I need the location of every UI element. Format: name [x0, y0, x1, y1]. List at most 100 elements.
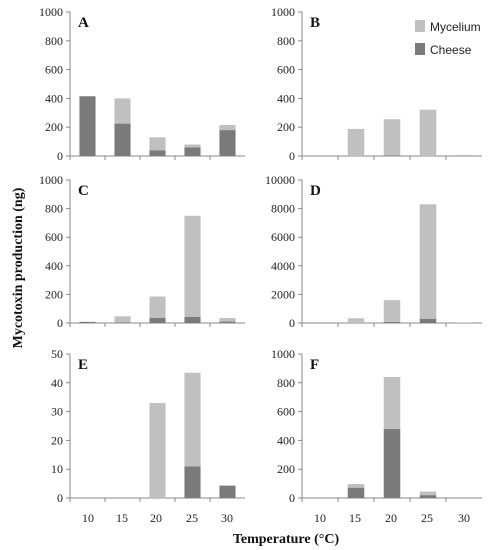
y-tick-label: 40 [51, 376, 63, 390]
y-tick-label: 800 [277, 376, 295, 390]
bar-mycelium-25 [419, 491, 437, 496]
bar-mycelium-30 [219, 125, 236, 131]
y-tick-label: 1000 [271, 5, 295, 19]
y-tick-label: 800 [277, 34, 295, 48]
y-tick-label: 0 [57, 316, 63, 330]
x-axis-title: Temperature (°C) [233, 532, 340, 547]
bar-cheese-10 [79, 321, 96, 323]
y-tick-label: 0 [57, 491, 63, 505]
bar-mycelium-25 [184, 215, 201, 317]
y-tick-label: 200 [45, 120, 63, 134]
bar-mycelium-20 [383, 300, 401, 322]
y-tick-label: 50 [51, 347, 63, 361]
panel-letter-d: D [310, 183, 321, 199]
x-tick-label-20: 20 [150, 511, 162, 525]
y-tick-label: 4000 [271, 259, 295, 273]
x-tick-label-15: 15 [349, 511, 361, 525]
y-tick-label: 10000 [265, 173, 295, 187]
bar-cheese-20 [383, 321, 401, 323]
panel-letter-a: A [78, 15, 89, 31]
y-tick-label: 1000 [39, 5, 63, 19]
bar-mycelium-25 [419, 204, 437, 319]
x-tick-label-10: 10 [314, 511, 326, 525]
bar-cheese-20 [149, 150, 166, 156]
y-tick-label: 400 [277, 91, 295, 105]
bar-mycelium-15 [114, 316, 131, 323]
y-tick-label: 0 [289, 149, 295, 163]
bar-cheese-30 [219, 485, 236, 498]
bar-cheese-30 [219, 321, 236, 323]
y-tick-label: 0 [289, 491, 295, 505]
x-tick-label-10: 10 [82, 511, 94, 525]
y-tick-label: 800 [45, 34, 63, 48]
bar-mycelium-15 [114, 98, 131, 124]
y-tick-label: 1000 [271, 347, 295, 361]
x-tick-label-15: 15 [116, 511, 128, 525]
bar-cheese-25 [419, 495, 437, 498]
panel-c: 0 200 400 600 800 1000 C [39, 173, 245, 330]
bar-mycelium-15 [347, 318, 365, 323]
bar-mycelium-20 [149, 296, 166, 318]
y-tick-label: 200 [277, 462, 295, 476]
bar-cheese-25 [419, 318, 437, 323]
y-tick-label: 0 [57, 149, 63, 163]
bar-cheese-30 [219, 130, 236, 156]
panel-a: 0 200 400 600 800 1000 A [39, 5, 245, 163]
y-tick-label: 1000 [39, 173, 63, 187]
bar-mycelium-25 [184, 144, 201, 148]
bar-cheese-20 [149, 317, 166, 323]
panel-b: 0 200 400 600 800 1000 B [271, 5, 482, 163]
bar-cheese-25 [184, 147, 201, 156]
bar-mycelium-20 [149, 137, 166, 151]
panel-d: 0 2000 4000 6000 8000 10000 D [265, 173, 482, 330]
bar-cheese-25 [184, 466, 201, 498]
y-tick-label: 600 [277, 63, 295, 77]
panel-letter-b: B [310, 15, 320, 31]
x-tick-label-30: 30 [221, 511, 233, 525]
bar-cheese-20 [383, 155, 401, 156]
bar-cheese-15 [114, 123, 131, 156]
panel-letter-c: C [78, 183, 89, 199]
x-tick-label-25: 25 [186, 511, 198, 525]
panel-letter-f: F [310, 357, 319, 373]
panel-letter-e: E [78, 357, 88, 373]
panel-e: 0 10 20 30 40 50 E [51, 347, 245, 505]
legend-swatch-mycelium [415, 20, 425, 32]
y-tick-label: 2000 [271, 287, 295, 301]
y-tick-label: 20 [51, 433, 63, 447]
bar-cheese-15 [347, 487, 365, 498]
bar-mycelium-30 [455, 322, 473, 323]
bar-mycelium-25 [419, 109, 437, 156]
bar-cheese-25 [184, 316, 201, 323]
y-tick-label: 800 [45, 202, 63, 216]
legend: Mycelium Cheese [415, 20, 481, 57]
bar-mycelium-25 [184, 372, 201, 467]
bar-mycelium-20 [149, 402, 166, 498]
y-tick-label: 400 [45, 259, 63, 273]
x-tick-label-25: 25 [421, 511, 433, 525]
y-tick-label: 600 [277, 405, 295, 419]
bar-mycelium-15 [347, 128, 365, 156]
y-tick-label: 6000 [271, 230, 295, 244]
x-tick-label-20: 20 [385, 511, 397, 525]
y-tick-label: 8000 [271, 202, 295, 216]
bar-cheese-20 [383, 428, 401, 498]
legend-swatch-cheese [415, 43, 425, 55]
y-tick-label: 0 [289, 316, 295, 330]
bar-cheese-10 [79, 96, 96, 156]
bar-cheese-15 [114, 322, 131, 323]
y-tick-label: 200 [277, 120, 295, 134]
legend-label-mycelium: Mycelium [430, 20, 481, 34]
y-tick-label: 600 [45, 230, 63, 244]
panel-f: 0 200 400 600 800 1000 F [271, 347, 482, 505]
panels: 02004006008001000A02004006008001000B0200… [39, 5, 482, 505]
bar-mycelium-30 [455, 154, 473, 156]
x-tick-label-30: 30 [458, 511, 470, 525]
bar-mycelium-20 [383, 377, 401, 429]
y-tick-label: 10 [51, 462, 63, 476]
bar-mycelium-15 [347, 484, 365, 488]
legend-label-cheese: Cheese [430, 43, 472, 57]
x-tick-labels: 10 15 20 25 30 10 15 20 25 30 [82, 511, 470, 525]
y-tick-label: 400 [45, 91, 63, 105]
